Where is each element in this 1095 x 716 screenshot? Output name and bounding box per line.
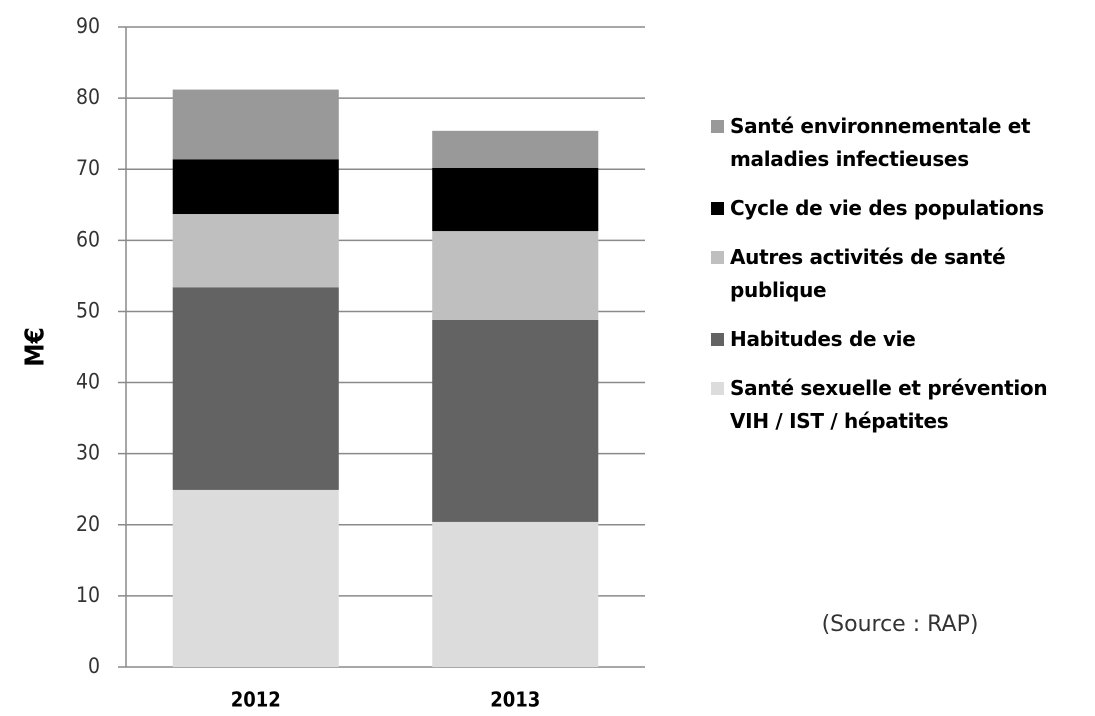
x-tick-label: 2013 [490,688,540,712]
bar-segment [172,287,339,490]
legend-item: Autres activités de santé publique [711,241,1083,307]
legend-label: Santé environnementale et maladies infec… [730,114,1031,171]
legend-label: Santé sexuelle et prévention VIH / IST /… [730,376,1048,433]
y-axis-label: M€ [21,327,51,367]
annotation: (Source : RAP) [821,612,979,637]
legend-item: Santé environnementale et maladies infec… [711,110,1083,176]
legend-label: Habitudes de vie [730,327,916,351]
legend-item: Cycle de vie des populations [711,192,1083,225]
legend-label: Autres activités de santé publique [730,245,1006,302]
bar-segment [172,489,339,667]
bar-segment [432,319,599,522]
legend-label: Cycle de vie des populations [730,196,1044,220]
y-tick-label: 20 [76,512,100,536]
bar-segment [432,130,599,168]
y-tick-label: 40 [76,370,100,394]
bar-segment [172,159,339,215]
y-tick-label: 30 [76,441,100,465]
y-tick-label: 80 [76,85,100,109]
legend-swatch [711,333,724,346]
legend-swatch [711,251,724,264]
legend: Santé environnementale et maladies infec… [711,110,1083,454]
legend-item: Habitudes de vie [711,323,1083,356]
bar-segment [432,521,599,667]
x-tick-label: 2012 [231,688,281,712]
bar-segment [432,231,599,320]
y-tick-label: 10 [76,583,100,607]
bar-segment [172,214,339,288]
legend-swatch [711,120,724,133]
y-tick-label: 70 [76,156,100,180]
bar-segment [172,89,339,160]
y-tick-label: 50 [76,298,100,322]
legend-item: Santé sexuelle et prévention VIH / IST /… [711,372,1083,438]
y-tick-label: 60 [76,227,100,251]
legend-swatch [711,382,724,395]
legend-swatch [711,202,724,215]
bar-segment [432,167,599,232]
y-tick-label: 0 [88,654,100,678]
y-tick-label: 90 [76,14,100,38]
